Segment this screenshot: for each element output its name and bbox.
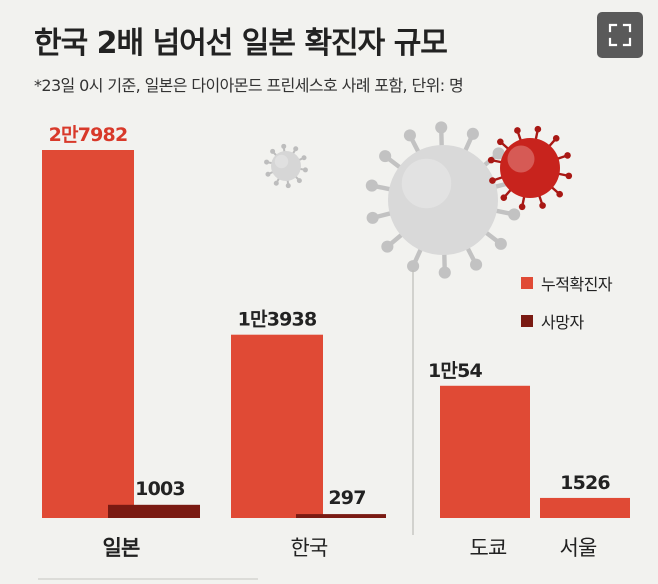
chart-subtitle: *23일 0시 기준, 일본은 다이아몬드 프린세스호 사례 포함, 단위: 명 — [34, 76, 464, 95]
small-virus-image — [264, 143, 308, 189]
legend-swatch-confirmed — [521, 277, 533, 289]
grey-virus-image — [365, 121, 521, 279]
bar-confirmed-seoul — [540, 497, 630, 518]
expand-button[interactable] — [597, 12, 643, 58]
expand-icon — [608, 23, 632, 47]
category-label-korea: 한국 — [290, 536, 328, 560]
category-label-tokyo: 도쿄 — [469, 536, 507, 560]
legend-swatch-deaths — [521, 315, 533, 327]
data-label-confirmed-korea: 1만3938 — [238, 309, 317, 331]
bar-confirmed-japan — [42, 150, 134, 518]
legend-label-deaths: 사망자 — [541, 313, 584, 332]
category-label-japan: 일본 — [102, 536, 140, 560]
data-label-confirmed-tokyo: 1만54 — [428, 360, 483, 382]
data-label-confirmed-japan: 2만7982 — [49, 124, 128, 146]
chart-title: 한국 2배 넘어선 일본 확진자 규모 — [34, 26, 448, 61]
legend-item-deaths: 사망자 — [521, 310, 612, 332]
legend: 누적확진자 사망자 — [521, 272, 613, 348]
bar-confirmed-korea — [231, 334, 323, 518]
data-label-deaths-japan: 1003 — [135, 478, 185, 500]
bar-deaths-korea — [296, 514, 386, 518]
legend-item-confirmed: 누적확진자 — [521, 272, 613, 294]
legend-label-confirmed: 누적확진자 — [541, 275, 613, 294]
category-label-seoul: 서울 — [559, 536, 597, 560]
red-virus-image — [487, 125, 573, 211]
divider-line — [38, 578, 258, 580]
bar-confirmed-tokyo — [440, 385, 530, 518]
data-label-deaths-korea: 297 — [328, 487, 365, 509]
data-label-confirmed-seoul: 1526 — [560, 472, 610, 494]
bar-deaths-japan — [108, 504, 200, 518]
virus-illustration — [264, 121, 573, 279]
